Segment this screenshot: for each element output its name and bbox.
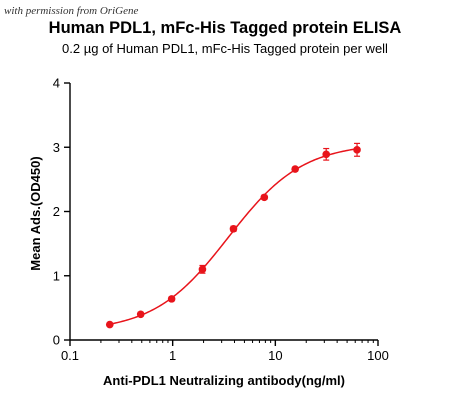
data-point — [322, 150, 331, 159]
data-point — [229, 225, 238, 233]
watermark: with permission from OriGene — [4, 5, 138, 17]
x-tick-label: 10 — [268, 348, 282, 363]
data-point — [260, 193, 269, 202]
data-point — [198, 265, 207, 274]
data-point — [353, 146, 361, 154]
y-axis-label: Mean Ads.(OD450) — [28, 156, 43, 270]
data-point — [105, 320, 114, 329]
axes — [69, 83, 378, 341]
data-point — [167, 295, 176, 303]
x-ticks: 0.1 1 10 100 — [61, 340, 389, 363]
y-tick-label: 3 — [53, 140, 60, 155]
y-tick-label: 4 — [53, 76, 60, 91]
fit-curve-layer — [109, 148, 358, 325]
x-tick-label: 100 — [367, 348, 389, 363]
y-tick-label: 2 — [53, 204, 60, 219]
y-ticks: 0 1 2 3 4 — [53, 76, 70, 348]
chart-subtitle: 0.2 µg of Human PDL1, mFc-His Tagged pro… — [62, 41, 388, 56]
x-tick-label: 1 — [169, 348, 176, 363]
chart-title: Human PDL1, mFc-His Tagged protein ELISA — [49, 19, 402, 37]
fit-curve — [109, 148, 358, 325]
y-tick-label: 0 — [53, 333, 60, 348]
x-tick-label: 0.1 — [61, 348, 79, 363]
data-point — [136, 310, 145, 319]
data-points-layer — [105, 142, 361, 329]
data-point — [291, 165, 299, 173]
y-tick-label: 1 — [53, 268, 60, 283]
x-axis-label: Anti-PDL1 Neutralizing antibody(ng/ml) — [103, 373, 345, 388]
